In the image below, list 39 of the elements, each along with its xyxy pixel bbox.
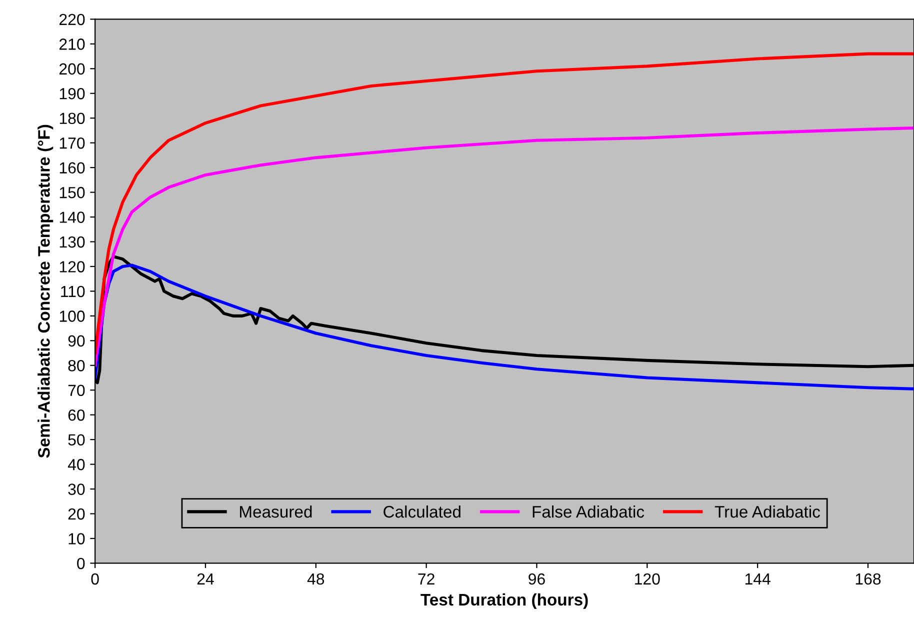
y-tick-label: 150	[60, 186, 85, 198]
legend-label: Calculated	[384, 505, 460, 518]
y-tick-label: 130	[60, 236, 85, 248]
y-tick-label: 10	[68, 533, 85, 544]
x-tick-label: 96	[528, 573, 545, 585]
legend-label: True Adiabatic	[714, 505, 820, 518]
x-axis-title: Test Duration (hours)	[420, 593, 588, 609]
line-series	[95, 126, 914, 367]
y-tick-label: 50	[68, 434, 85, 446]
legend-label: Measured	[240, 505, 312, 518]
y-tick-label: 60	[68, 409, 85, 421]
y-tick-label: 30	[68, 484, 85, 495]
x-tick-label: 24	[197, 573, 214, 584]
y-tick-label: 210	[59, 38, 85, 50]
y-tick-label: 200	[59, 63, 85, 75]
y-tick-label: 20	[68, 508, 85, 520]
x-tick-label: 144	[745, 574, 770, 584]
y-tick-label: 180	[60, 112, 85, 124]
y-tick-label: 160	[60, 162, 85, 174]
y-tick-label: 90	[68, 335, 85, 347]
y-tick-label: 0	[77, 558, 85, 570]
x-tick-label: 48	[307, 573, 324, 585]
x-tick-label: 120	[635, 573, 660, 585]
y-tick-label: 40	[68, 458, 85, 470]
x-tick-label: 0	[91, 573, 99, 585]
y-tick-label: 70	[68, 384, 85, 396]
y-tick-label: 170	[60, 137, 85, 149]
y-tick-label: 100	[60, 310, 85, 322]
y-axis-title: Semi-Adiabatic Concrete Temperature (°F)	[38, 124, 54, 458]
y-tick-label: 110	[61, 286, 85, 298]
y-tick-label: 120	[60, 261, 85, 272]
line-series	[95, 52, 914, 355]
x-tick-label: 72	[418, 573, 434, 584]
y-tick-label: 220	[59, 14, 85, 26]
x-tick-label: 168	[856, 573, 881, 585]
legend-label: False Adiabatic	[532, 505, 644, 518]
y-tick-label: 80	[68, 360, 85, 372]
y-tick-label: 140	[60, 212, 85, 223]
y-tick-label: 190	[60, 88, 85, 100]
